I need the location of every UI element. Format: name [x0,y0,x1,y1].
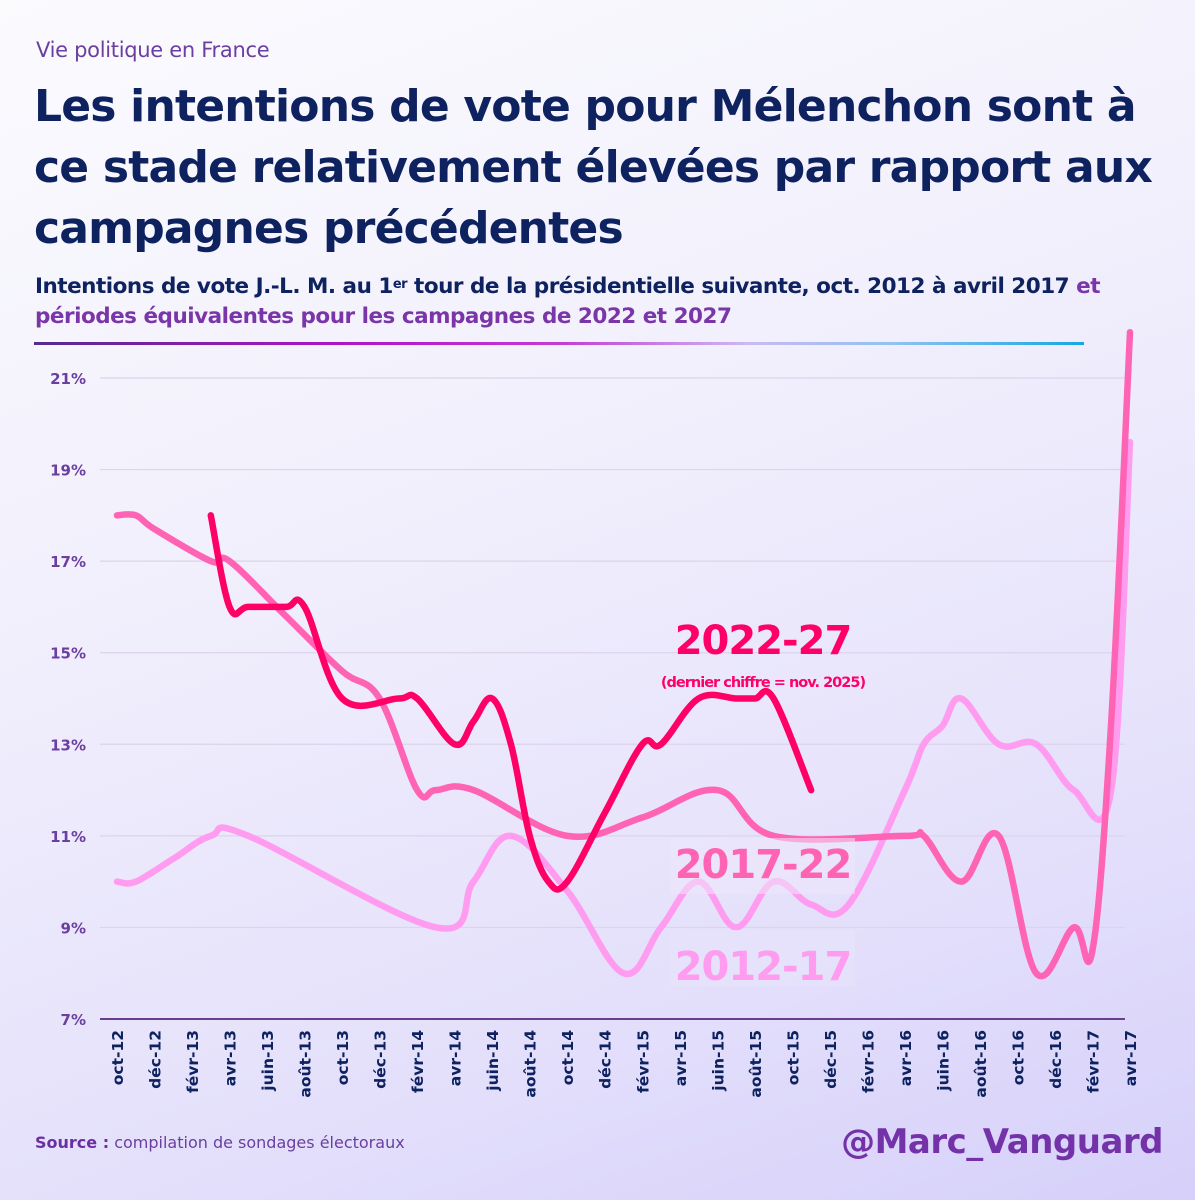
x-tick-label: févr-16 [859,1030,877,1093]
source-text: compilation de sondages électoraux [109,1133,405,1152]
y-axis-ticks: 7% 9% 11% 13% 15% 17% 19% 21% [50,370,86,1029]
page-title: Les intentions de vote pour Mélenchon so… [34,81,1153,254]
series-label-2017-22: 2017-22 [675,842,852,888]
x-tick-label: avr-15 [672,1030,690,1086]
x-tick-label: oct-12 [109,1030,127,1085]
x-tick-label: août-16 [972,1030,990,1098]
x-tick-label: juin-13 [259,1030,277,1092]
subtitle-sup: er [392,277,408,292]
y-tick-label: 21% [50,370,86,388]
x-tick-label: oct-14 [559,1030,577,1085]
y-tick-label: 7% [61,1011,86,1029]
x-tick-label: oct-15 [784,1030,802,1085]
x-tick-label: août-15 [747,1030,765,1098]
series-label-2012-17: 2012-17 [675,944,852,990]
subtitle-part3: et périodes équivalentes pour les campag… [35,274,1100,329]
x-tick-label: août-13 [297,1030,315,1098]
y-tick-label: 11% [50,828,86,846]
x-tick-label: févr-17 [1084,1030,1102,1093]
series-line-2017-22 [113,328,1134,980]
x-tick-label: août-14 [522,1030,540,1098]
x-tick-label: avr-16 [897,1030,915,1086]
series-line-2012-17 [113,438,1134,978]
x-tick-label: déc-12 [147,1030,165,1089]
series-line-2022-27 [207,512,815,893]
x-tick-label: avr-13 [222,1030,240,1086]
x-tick-label: déc-14 [597,1030,615,1089]
author-handle: @Marc_Vanguard [841,1122,1163,1162]
y-tick-label: 19% [50,462,86,480]
x-tick-label: avr-14 [447,1030,465,1086]
source-label: Source : [35,1133,110,1152]
x-tick-label: juin-15 [709,1030,727,1092]
series-labels: 2022-27 (dernier chiffre = nov. 2025) 2017… [661,618,867,990]
header-divider [34,342,1084,345]
y-tick-label: 9% [61,919,86,937]
source-note: Source : compilation de sondages élector… [35,1133,405,1152]
x-tick-label: févr-13 [184,1030,202,1093]
x-tick-label: févr-14 [409,1030,427,1093]
y-tick-label: 13% [50,736,86,754]
kicker: Vie politique en France [36,38,270,62]
x-tick-label: déc-15 [822,1030,840,1089]
subtitle-part2: tour de la présidentielle suivante, oct.… [407,274,1077,299]
x-tick-label: juin-14 [484,1030,502,1092]
chart-subtitle: Intentions de vote J.-L. M. au 1er tour … [35,272,1195,332]
label-box-2012-17 [670,930,855,986]
label-box-2017-22 [670,838,855,894]
series-lines [113,328,1134,980]
x-tick-label: juin-16 [934,1030,952,1092]
y-tick-label: 17% [50,553,86,571]
y-tick-label: 15% [50,645,86,663]
x-tick-label: déc-13 [372,1030,390,1089]
x-axis-ticks: oct-12 déc-12 févr-13 avr-13 juin-13 août-13 o… [109,1030,1140,1098]
series-note-2022-27: (dernier chiffre = nov. 2025) [661,675,866,691]
subtitle-part1: Intentions de vote J.-L. M. au 1 [35,274,393,299]
x-tick-label: avr-17 [1122,1030,1140,1086]
series-label-2022-27: 2022-27 [675,618,852,664]
x-tick-label: oct-13 [334,1030,352,1085]
x-tick-label: oct-16 [1009,1030,1027,1085]
x-tick-label: févr-15 [634,1030,652,1093]
gridlines [100,377,1125,1020]
x-tick-label: déc-16 [1047,1030,1065,1089]
